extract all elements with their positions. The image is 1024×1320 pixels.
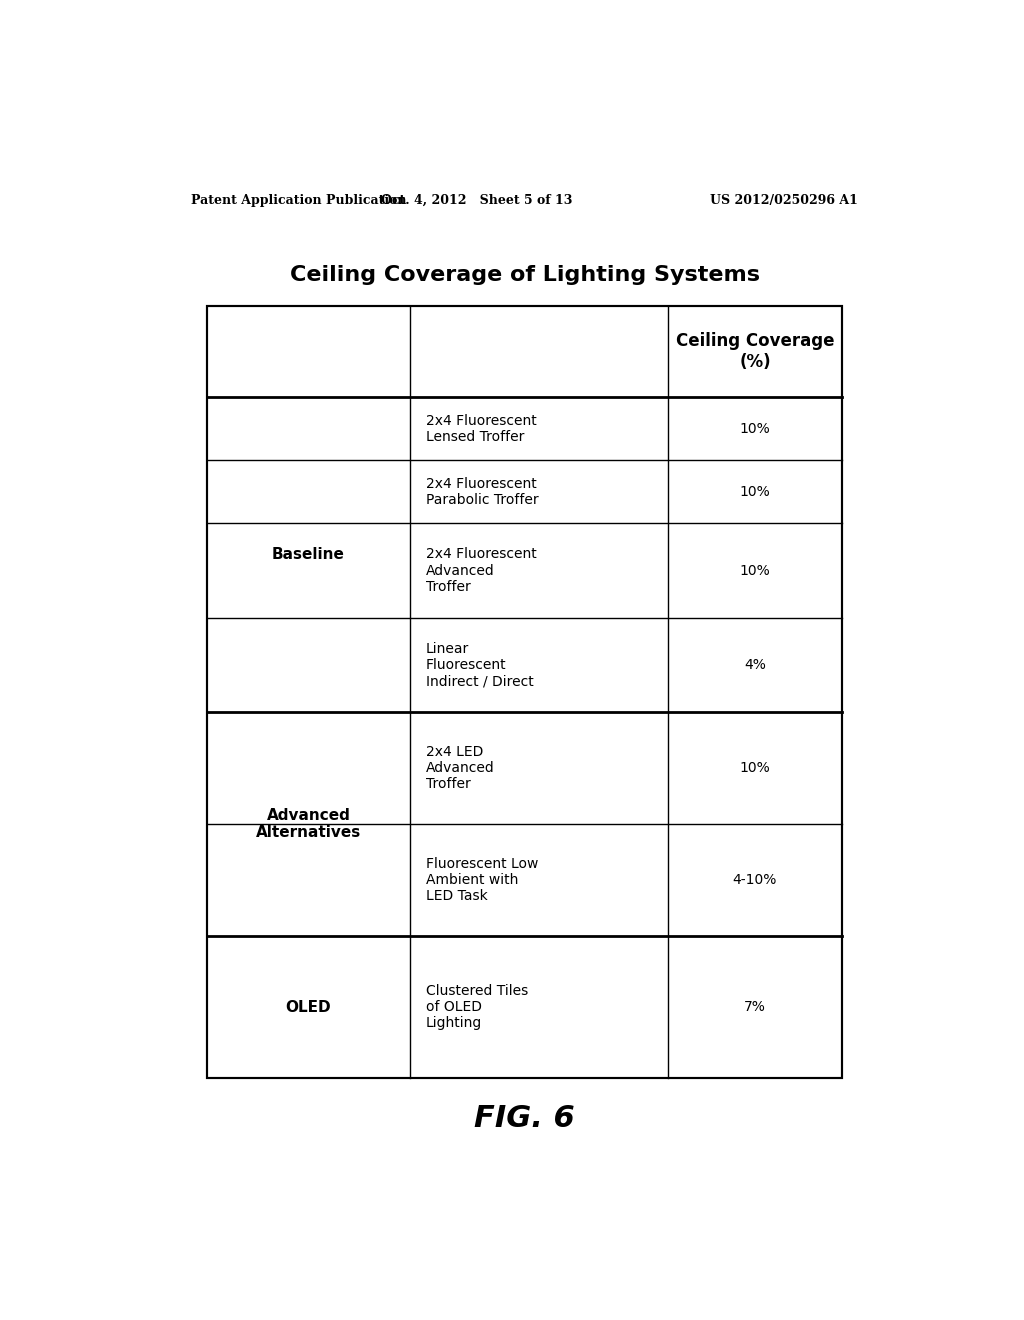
- Text: Ceiling Coverage of Lighting Systems: Ceiling Coverage of Lighting Systems: [290, 265, 760, 285]
- Text: 4-10%: 4-10%: [733, 873, 777, 887]
- Text: 2x4 LED
Advanced
Troffer: 2x4 LED Advanced Troffer: [426, 744, 495, 792]
- Text: Baseline: Baseline: [272, 548, 345, 562]
- Text: 7%: 7%: [744, 1001, 766, 1014]
- Text: Clustered Tiles
of OLED
Lighting: Clustered Tiles of OLED Lighting: [426, 983, 527, 1031]
- Bar: [207, 306, 843, 1078]
- Text: 2x4 Fluorescent
Parabolic Troffer: 2x4 Fluorescent Parabolic Troffer: [426, 477, 539, 507]
- Text: Oct. 4, 2012   Sheet 5 of 13: Oct. 4, 2012 Sheet 5 of 13: [382, 194, 572, 207]
- Text: 2x4 Fluorescent
Lensed Troffer: 2x4 Fluorescent Lensed Troffer: [426, 413, 537, 444]
- Text: FIG. 6: FIG. 6: [474, 1105, 575, 1134]
- Text: OLED: OLED: [286, 999, 332, 1015]
- Text: Advanced
Alternatives: Advanced Alternatives: [256, 808, 361, 841]
- Text: 2x4 Fluorescent
Advanced
Troffer: 2x4 Fluorescent Advanced Troffer: [426, 548, 537, 594]
- Text: 10%: 10%: [739, 484, 770, 499]
- Text: 4%: 4%: [744, 659, 766, 672]
- Text: Ceiling Coverage
(%): Ceiling Coverage (%): [676, 333, 835, 371]
- Text: Fluorescent Low
Ambient with
LED Task: Fluorescent Low Ambient with LED Task: [426, 857, 538, 903]
- Text: 10%: 10%: [739, 422, 770, 436]
- Text: 10%: 10%: [739, 564, 770, 578]
- Text: Linear
Fluorescent
Indirect / Direct: Linear Fluorescent Indirect / Direct: [426, 642, 534, 688]
- Text: US 2012/0250296 A1: US 2012/0250296 A1: [711, 194, 858, 207]
- Text: Patent Application Publication: Patent Application Publication: [191, 194, 407, 207]
- Bar: [207, 306, 843, 1078]
- Text: 10%: 10%: [739, 762, 770, 775]
